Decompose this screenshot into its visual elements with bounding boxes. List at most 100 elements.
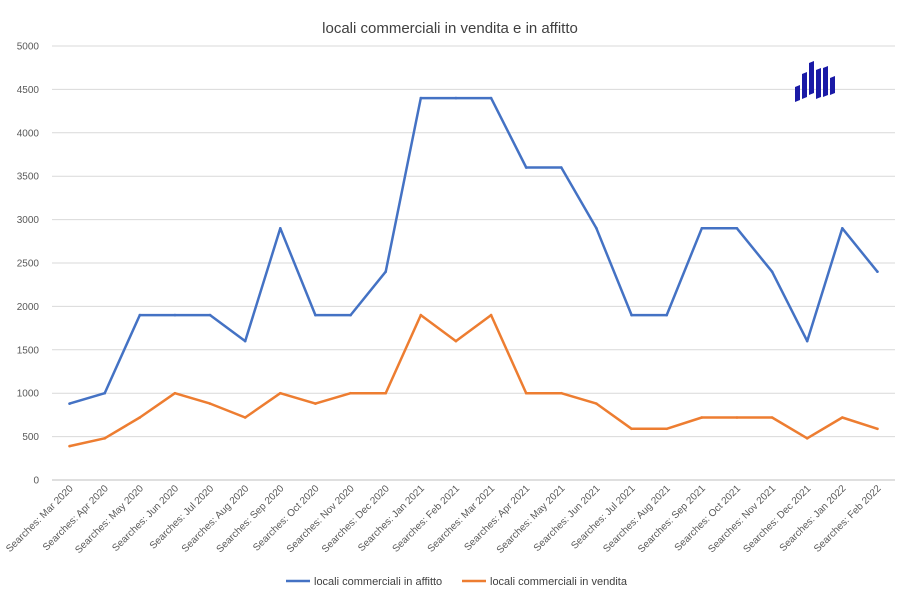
x-tick-label: Searches: Apr 2021 [462, 483, 532, 553]
data-point [665, 313, 668, 317]
legend: locali commerciali in affitto locali comm… [286, 576, 628, 588]
x-tick-label: Searches: Dec 2020 [320, 483, 392, 555]
x-tick-label: Searches: May 2020 [73, 483, 146, 556]
data-point [384, 270, 387, 273]
x-tick-label: Searches: Oct 2021 [673, 483, 744, 554]
data-point [665, 427, 668, 431]
data-point [805, 339, 809, 343]
y-tick-label: 3500 [17, 172, 40, 183]
x-tick-label: Searches: Apr 2020 [41, 483, 111, 553]
data-point [630, 313, 633, 317]
x-tick-label: Searches: Jan 2021 [356, 483, 427, 554]
logo-bar [809, 61, 814, 95]
data-point [630, 427, 633, 431]
data-point [841, 416, 844, 419]
data-point [279, 226, 282, 230]
data-point [419, 96, 423, 100]
y-tick-label: 1000 [17, 389, 40, 400]
x-tick-label: Searches: Aug 2020 [180, 483, 252, 555]
chart-title: locali commerciali in vendita e in affit… [322, 20, 578, 37]
x-tick-label: Searches: Jan 2022 [778, 483, 849, 554]
data-point [173, 391, 177, 395]
data-point [279, 391, 282, 395]
x-tick-label: Searches: Mar 2021 [426, 483, 498, 555]
x-tick-label: Searches: Oct 2020 [251, 483, 322, 554]
y-tick-label: 5000 [17, 42, 40, 53]
data-point [700, 226, 704, 230]
data-point [876, 270, 879, 273]
legend-label: locali commerciali in affitto [314, 576, 442, 588]
data-point [103, 391, 106, 395]
data-point [349, 313, 352, 317]
data-point [560, 391, 563, 395]
x-tick-label: Searches: May 2021 [495, 483, 568, 556]
series-line-0 [68, 96, 879, 405]
x-tick-label: Searches: Dec 2021 [741, 483, 813, 555]
logo-bar [795, 85, 800, 102]
data-point [243, 339, 247, 343]
logo-bar [823, 66, 828, 97]
data-point [770, 270, 774, 273]
y-tick-label: 3000 [17, 215, 40, 226]
x-tick-label: Searches: Feb 2021 [391, 483, 463, 555]
x-tick-label: Searches: Jul 2021 [569, 483, 638, 552]
data-point [560, 166, 563, 169]
logo-bar [802, 72, 807, 99]
x-tick-label: Searches: Jun 2021 [532, 483, 603, 554]
bar-logo-icon [795, 61, 835, 102]
data-point [524, 391, 528, 395]
gridlines [52, 45, 895, 481]
data-point [138, 416, 142, 419]
x-tick-label: Searches: Feb 2022 [812, 483, 884, 555]
x-tick-label: Searches: Mar 2020 [4, 483, 76, 555]
data-point [524, 166, 528, 169]
data-point [314, 402, 317, 405]
x-tick-label: Searches: Jun 2020 [110, 483, 181, 554]
x-tick-label: Searches: Sep 2020 [215, 483, 287, 555]
data-point [841, 226, 844, 230]
data-point [489, 313, 493, 317]
y-tick-label: 0 [33, 476, 39, 487]
x-tick-label: Searches: Sep 2021 [636, 483, 708, 555]
data-point [805, 437, 809, 440]
y-tick-label: 500 [22, 432, 39, 443]
data-point [68, 444, 71, 448]
data-point [208, 313, 212, 317]
legend-label: locali commerciali in vendita [490, 576, 628, 588]
series-lines [68, 96, 879, 448]
y-tick-label: 1500 [17, 345, 40, 356]
data-point [138, 313, 142, 317]
data-point [349, 391, 352, 395]
data-point [770, 416, 774, 419]
y-axis-ticks: 0 500 1000 1500 2000 2500 3000 3500 4000 4500 5000 [17, 42, 40, 487]
logo-bar [816, 68, 821, 99]
data-point [384, 391, 387, 395]
data-point [595, 226, 598, 230]
data-point [735, 416, 739, 419]
data-point [243, 416, 247, 419]
data-point [489, 96, 493, 100]
y-tick-label: 2500 [17, 259, 40, 270]
data-point [876, 427, 879, 431]
data-point [208, 402, 212, 405]
logo-bar [830, 76, 835, 95]
data-point [419, 313, 423, 317]
series-line-1 [68, 313, 879, 448]
y-tick-label: 4500 [17, 85, 40, 96]
x-tick-label: Searches: Aug 2021 [601, 483, 673, 555]
data-point [68, 402, 71, 405]
x-tick-label: Searches: Nov 2020 [285, 483, 357, 555]
data-point [735, 226, 739, 230]
y-tick-label: 2000 [17, 302, 40, 313]
x-tick-label: Searches: Nov 2021 [706, 483, 778, 555]
data-point [454, 96, 458, 100]
data-point [700, 416, 704, 419]
data-point [595, 402, 598, 405]
data-point [103, 437, 106, 440]
y-tick-label: 4000 [17, 128, 40, 139]
data-point [173, 313, 177, 317]
data-point [454, 339, 458, 343]
